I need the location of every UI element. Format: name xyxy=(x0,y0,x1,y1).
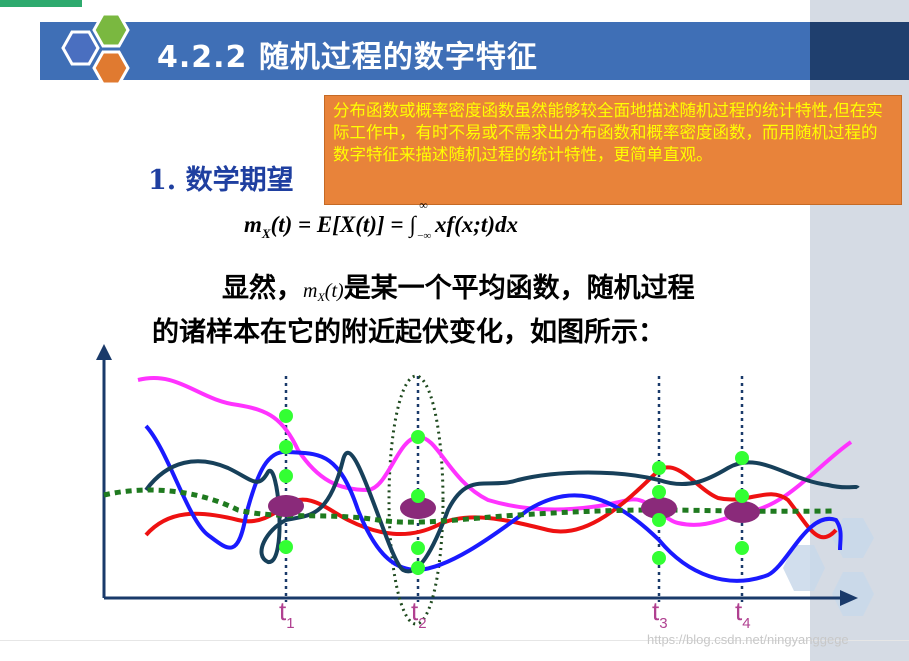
t1-label: t1 xyxy=(279,596,295,632)
inline-mean-symbol: mX(t) xyxy=(303,280,344,304)
t4-label-sub: 4 xyxy=(742,615,751,632)
t2-label: t2 xyxy=(411,596,427,632)
page-title: 4.2.2 随机过程的数字特征 xyxy=(157,40,538,75)
body-line-1-suffix: 是某一个平均函数，随机过程 xyxy=(343,273,695,304)
bottom-divider xyxy=(0,640,909,641)
t2-label-sub: 2 xyxy=(418,615,427,632)
body-line-1-prefix: 显然， xyxy=(222,273,303,304)
t3-label-sub: 3 xyxy=(659,615,668,632)
t3-label: t3 xyxy=(652,596,668,632)
t3-mean-marker xyxy=(641,497,677,519)
t2-ellipse xyxy=(387,374,445,626)
t1-mean-marker xyxy=(268,495,304,517)
t2-mean-marker xyxy=(400,497,436,519)
t4-label-t: t xyxy=(735,596,743,626)
integral-upper-limit: ∞ xyxy=(419,198,428,212)
decor-hexagons xyxy=(783,518,874,616)
inline-arg: (t) xyxy=(324,280,344,302)
magenta-sample-curve xyxy=(137,376,853,527)
t2-label-t: t xyxy=(411,596,419,626)
integral-sign: ∫ ∞ −∞ xyxy=(409,198,431,242)
random-process-figure xyxy=(96,344,874,626)
t3-label-t: t xyxy=(652,596,660,626)
mean-curve xyxy=(103,487,834,525)
formula-lhs: m xyxy=(244,212,262,237)
watermark: https://blog.csdn.net/ningyanggege xyxy=(647,632,849,647)
expectation-formula: mX(t) = E[X(t)] = ∫ ∞ −∞ xf(x;t)dx xyxy=(244,198,518,242)
t1-label-t: t xyxy=(279,596,287,626)
x-axis-arrow xyxy=(840,590,858,606)
formula-lhs-sub: X xyxy=(261,226,271,241)
note-box: 分布函数或概率密度函数虽然能够较全面地描述随机过程的统计特性,但在实际工作中，有… xyxy=(324,95,902,205)
body-line-1: 显然，mX(t)是某一个平均函数，随机过程 xyxy=(222,266,695,305)
t1-label-sub: 1 xyxy=(286,615,295,632)
title-bar-dark-end xyxy=(810,22,909,80)
integral-symbol: ∫ xyxy=(409,212,416,237)
corner-tab xyxy=(0,0,82,7)
inline-sub: X xyxy=(317,290,325,304)
hexagon-logo-icon xyxy=(61,12,130,86)
t4-label: t4 xyxy=(735,596,751,632)
y-axis-arrow xyxy=(96,344,112,360)
formula-lhs-arg: (t) = E[X(t)] = xyxy=(270,212,410,237)
sample-points xyxy=(279,409,749,575)
title-bar xyxy=(40,22,810,80)
formula-integrand: xf(x;t)dx xyxy=(434,212,518,237)
t4-mean-marker xyxy=(724,501,760,523)
body-line-2: 的诸样本在它的附近起伏变化，如图所示： xyxy=(152,317,665,348)
integral-lower-limit: −∞ xyxy=(417,230,432,242)
navy-sample-curve xyxy=(144,450,860,574)
section-heading: 1. 数学期望 xyxy=(148,165,294,196)
inline-m: m xyxy=(303,280,318,302)
